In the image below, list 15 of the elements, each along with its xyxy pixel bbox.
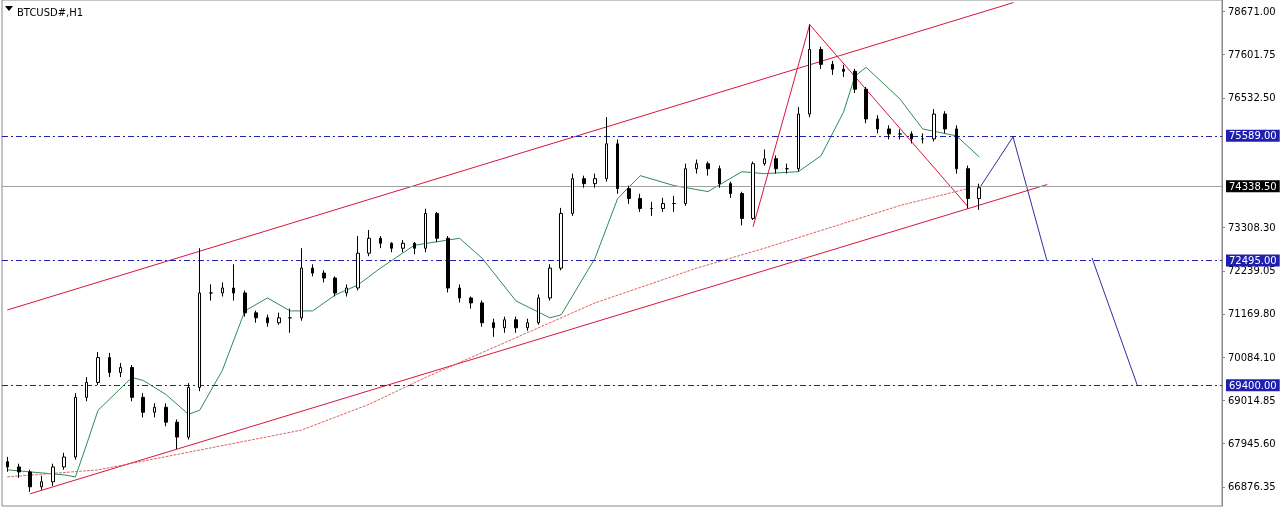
ref-line-label: 69400.00 — [1229, 379, 1277, 391]
y-tick-label: 78671.00 — [1228, 6, 1276, 18]
y-tick-label: 67945.60 — [1228, 438, 1276, 450]
ref-line-label: 74338.50 — [1229, 180, 1277, 192]
y-tick-label: 71169.80 — [1228, 308, 1276, 320]
y-tick-label: 72239.05 — [1228, 265, 1276, 277]
y-tick-label: 66876.35 — [1228, 481, 1276, 493]
y-tick-label: 73308.30 — [1228, 222, 1276, 234]
y-tick-label: 77601.75 — [1228, 49, 1276, 61]
ref-line-label: 72495.00 — [1229, 254, 1277, 266]
y-tick-label: 70084.10 — [1228, 352, 1276, 364]
text: BTCUSD#,H1 — [17, 6, 84, 18]
y-tick-label: 76532.50 — [1228, 92, 1276, 104]
y-tick-label: 69014.85 — [1228, 395, 1276, 407]
ref-line-label: 75589.00 — [1229, 130, 1277, 142]
